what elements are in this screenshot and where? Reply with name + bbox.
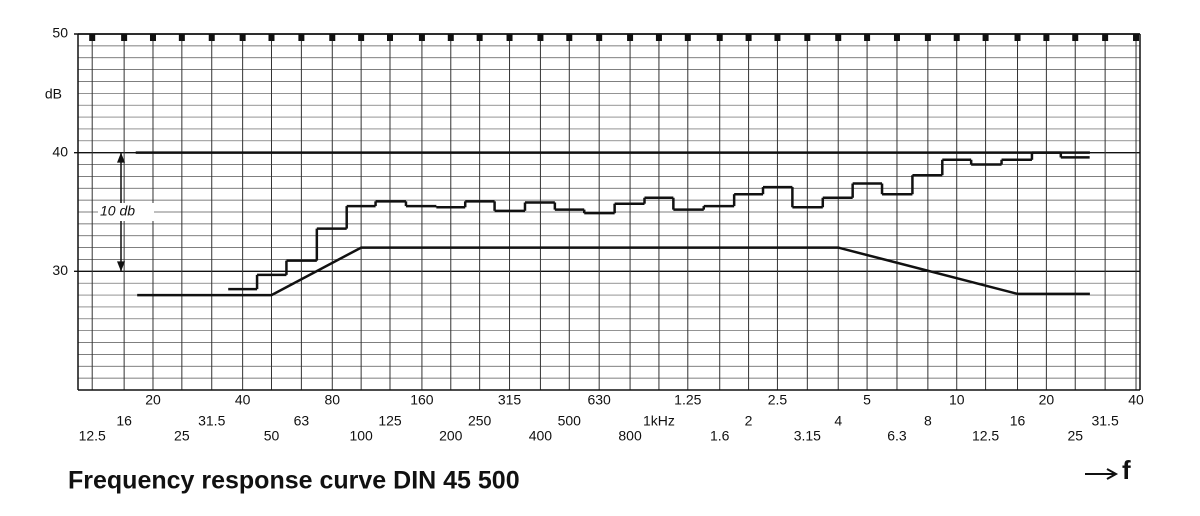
- x-tick-label: 160: [410, 392, 434, 408]
- top-tick-mark: [1072, 34, 1079, 41]
- top-tick-mark: [1133, 34, 1140, 41]
- top-tick-mark: [208, 34, 215, 41]
- top-tick-mark: [418, 34, 425, 41]
- y-tick-label: 30: [52, 262, 68, 278]
- arrow-head: [117, 152, 125, 163]
- chart-title: Frequency response curve DIN 45 500: [68, 467, 520, 495]
- curve: [137, 246, 1090, 297]
- x-tick-label: 2.5: [768, 392, 788, 408]
- x-tick-label: 1.6: [710, 428, 730, 444]
- x-tick-label: 2: [745, 413, 753, 429]
- top-tick-mark: [774, 34, 781, 41]
- top-tick-mark: [506, 34, 513, 41]
- top-tick-mark: [566, 34, 573, 41]
- x-tick-label: 400: [529, 428, 553, 444]
- x-tick-label: 25: [174, 428, 190, 444]
- x-tick-label: 50: [264, 428, 280, 444]
- x-tick-label: 6.3: [887, 428, 907, 444]
- x-tick-label: 80: [324, 392, 340, 408]
- top-tick-mark: [1014, 34, 1021, 41]
- x-tick-label: 63: [294, 413, 310, 429]
- x-tick-label: 31.5: [198, 413, 225, 429]
- top-tick-mark: [893, 34, 900, 41]
- top-tick-mark: [684, 34, 691, 41]
- top-tick-mark: [268, 34, 275, 41]
- top-tick-mark: [178, 34, 185, 41]
- y-axis-label: dB: [45, 86, 62, 102]
- arrow-head: [117, 261, 125, 272]
- x-tick-label: 800: [618, 428, 642, 444]
- x-tick-label: 315: [498, 392, 522, 408]
- top-tick-mark: [982, 34, 989, 41]
- arrow-head: [1106, 468, 1119, 480]
- x-tick-label: 500: [558, 413, 582, 429]
- y-tick-label: 40: [52, 143, 68, 159]
- top-tick-mark: [386, 34, 393, 41]
- x-tick-label: 1kHz: [643, 413, 675, 429]
- x-tick-label: 31.5: [1091, 413, 1118, 429]
- top-tick-mark: [804, 34, 811, 41]
- top-tick-mark: [329, 34, 336, 41]
- x-tick-label: 25: [1067, 428, 1083, 444]
- x-tick-label: 3.15: [794, 428, 821, 444]
- top-tick-mark: [121, 34, 128, 41]
- top-tick-mark: [835, 34, 842, 41]
- x-tick-label: 16: [1010, 413, 1026, 429]
- top-tick-mark: [864, 34, 871, 41]
- top-tick-mark: [627, 34, 634, 41]
- top-tick-mark: [89, 34, 96, 41]
- x-tick-label: 4: [834, 413, 842, 429]
- x-tick-label: 5: [863, 392, 871, 408]
- x-tick-label: 20: [145, 392, 161, 408]
- top-tick-mark: [745, 34, 752, 41]
- top-tick-mark: [1102, 34, 1109, 41]
- x-tick-label: 630: [587, 392, 611, 408]
- x-tick-label: 16: [116, 413, 132, 429]
- top-tick-mark: [476, 34, 483, 41]
- top-tick-mark: [239, 34, 246, 41]
- top-tick-mark: [953, 34, 960, 41]
- x-tick-label: 40: [235, 392, 251, 408]
- annotation-bg: [98, 203, 154, 221]
- x-tick-label: 10: [949, 392, 965, 408]
- x-tick-label: 200: [439, 428, 463, 444]
- x-tick-label: 12.5: [972, 428, 999, 444]
- x-tick-label: 8: [924, 413, 932, 429]
- x-tick-label: 20: [1039, 392, 1055, 408]
- top-tick-mark: [537, 34, 544, 41]
- top-tick-mark: [924, 34, 931, 41]
- top-tick-mark: [298, 34, 305, 41]
- top-tick-mark: [358, 34, 365, 41]
- top-tick-mark: [447, 34, 454, 41]
- x-tick-label: 125: [378, 413, 402, 429]
- top-tick-mark: [149, 34, 156, 41]
- x-tick-label: 1.25: [674, 392, 701, 408]
- x-axis-label-group: f: [1085, 455, 1131, 485]
- x-axis-label: f: [1122, 455, 1131, 485]
- y-tick-label: 50: [52, 25, 68, 41]
- annotation-text: 10 db: [100, 203, 135, 219]
- x-tick-label: 100: [349, 428, 373, 444]
- top-tick-mark: [655, 34, 662, 41]
- top-tick-mark: [716, 34, 723, 41]
- x-tick-label: 12.5: [79, 428, 106, 444]
- x-tick-label: 40: [1128, 392, 1144, 408]
- top-tick-mark: [596, 34, 603, 41]
- top-tick-mark: [1043, 34, 1050, 41]
- x-tick-label: 250: [468, 413, 492, 429]
